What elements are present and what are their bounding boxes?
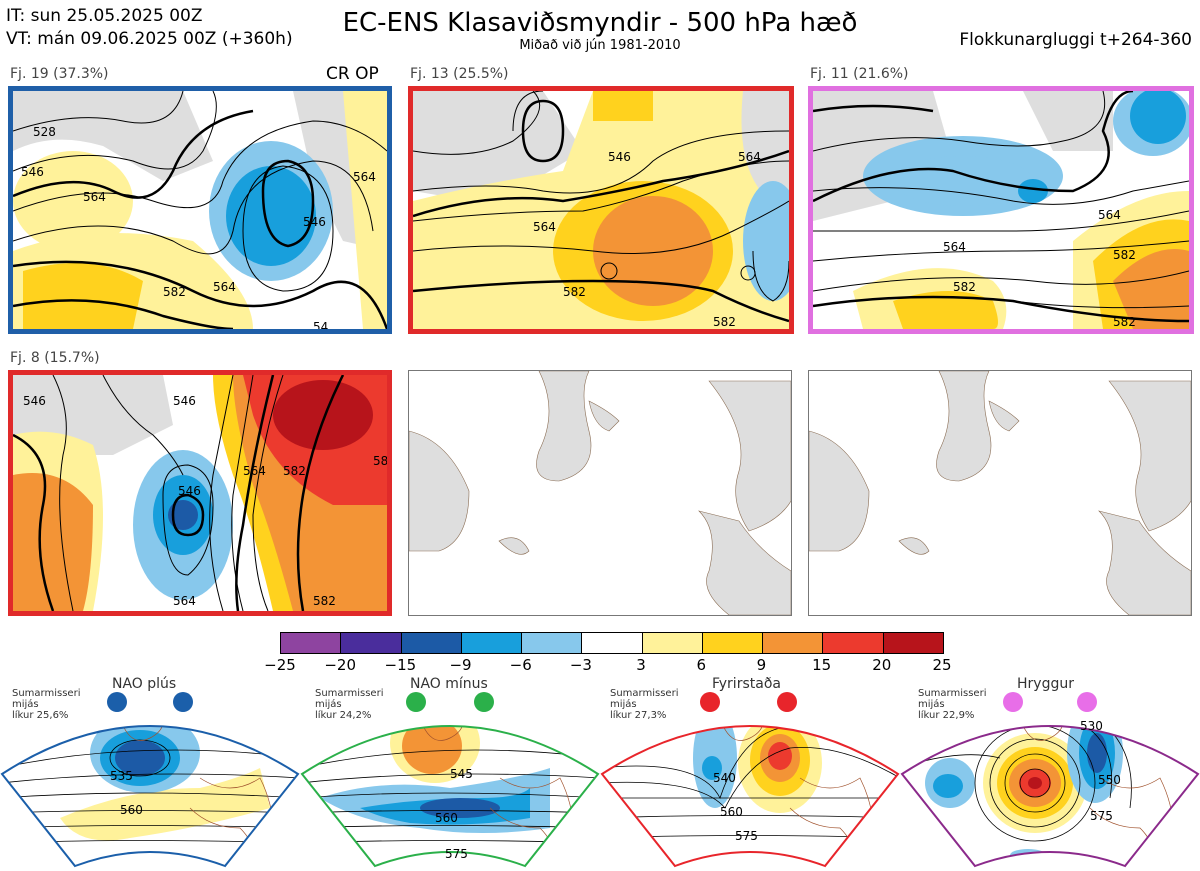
svg-text:564: 564: [173, 594, 196, 608]
regime-4-marker: [1003, 692, 1023, 712]
regime-2-name: NAO mínus: [410, 676, 488, 692]
svg-text:546: 546: [303, 215, 326, 229]
panel-1-label: Fj. 19 (37.3%): [10, 66, 109, 82]
panel-4-label: Fj. 8 (15.7%): [10, 350, 100, 366]
colorbar-segment: [642, 633, 703, 653]
regime-2-map: 545 560 575: [300, 725, 600, 868]
svg-text:582: 582: [713, 315, 736, 329]
regime-3-marker: [700, 692, 720, 712]
page-title: EC-ENS Klasaviðsmyndir - 500 hPa hæð: [342, 8, 858, 38]
svg-text:564: 564: [738, 150, 761, 164]
svg-text:564: 564: [353, 170, 376, 184]
colorbar-segment: [461, 633, 523, 653]
colorbar-segment: [522, 633, 583, 653]
svg-text:582: 582: [1113, 315, 1136, 329]
initial-time: IT: sun 25.05.2025 00Z: [6, 6, 203, 26]
svg-text:528: 528: [33, 125, 56, 139]
colorbar-segment: [582, 633, 643, 653]
regime-3-name: Fyrirstaða: [712, 676, 781, 692]
regime-2-contour: 560: [435, 811, 458, 825]
colorbar-tick-label: −3: [569, 656, 592, 674]
panel-1-badge: CR OP: [326, 64, 379, 84]
svg-text:564: 564: [1098, 208, 1121, 222]
svg-text:582: 582: [163, 285, 186, 299]
svg-text:582: 582: [953, 280, 976, 294]
svg-text:546: 546: [21, 165, 44, 179]
svg-text:582: 582: [283, 464, 306, 478]
colorbar-segment: [401, 633, 462, 653]
svg-text:546: 546: [23, 394, 46, 408]
svg-text:54: 54: [313, 320, 328, 329]
regime-3-marker: [777, 692, 797, 712]
colorbar: [280, 632, 944, 654]
regime-1-name: NAO plús: [112, 676, 177, 692]
regime-1-map: 535 560: [0, 725, 300, 868]
empty-map-5: [408, 370, 792, 616]
regime-3-season: Sumarmisseri mijás líkur 27,3%: [610, 688, 679, 721]
cluster-map-4: 546 546 564 582 582 582 546 564: [8, 370, 392, 616]
regime-4-contour: 550: [1098, 773, 1121, 787]
svg-text:582: 582: [373, 454, 387, 468]
regime-1-marker: [107, 692, 127, 712]
regime-4-marker: [1077, 692, 1097, 712]
panel-3-label: Fj. 11 (21.6%): [810, 66, 909, 82]
svg-text:582: 582: [563, 285, 586, 299]
classification-window: Flokkunargluggi t+264-360: [959, 30, 1192, 50]
regime-3-contour: 575: [735, 829, 758, 843]
colorbar-tick-label: 9: [756, 656, 767, 674]
colorbar-tick-label: 6: [696, 656, 707, 674]
colorbar-segment: [281, 633, 342, 653]
colorbar-tick-label: −9: [449, 656, 472, 674]
regime-1-contour: 535: [110, 769, 133, 783]
regime-2-marker: [474, 692, 494, 712]
colorbar-tick-label: 3: [636, 656, 646, 674]
regime-1-marker: [173, 692, 193, 712]
regime-1-season: Sumarmisseri mijás líkur 25,6%: [12, 688, 81, 721]
svg-text:582: 582: [1113, 248, 1136, 262]
cluster-map-2: 546 564 582 564 582: [408, 86, 794, 334]
cluster-map-1: 546 564 582 528 546 564 564 54: [8, 86, 392, 334]
empty-map-6: [808, 370, 1192, 616]
colorbar-tick-label: −20: [324, 656, 356, 674]
regime-2-season: Sumarmisseri mijás líkur 24,2%: [315, 688, 384, 721]
svg-text:564: 564: [213, 280, 236, 294]
colorbar-tick-label: −15: [384, 656, 417, 674]
colorbar-tick-label: 25: [932, 656, 952, 674]
colorbar-tick-label: 15: [812, 656, 832, 674]
colorbar-tick-label: 20: [872, 656, 892, 674]
regime-row: Sumarmisseri mijás líkur 25,6% NAO plús 53…: [0, 672, 1200, 871]
regime-4-contour: 575: [1090, 809, 1113, 823]
colorbar-tick-label: −25: [264, 656, 296, 674]
regime-4-name: Hryggur: [1017, 676, 1074, 692]
svg-text:564: 564: [943, 240, 966, 254]
regime-2-contour: 575: [445, 847, 468, 861]
colorbar-segment: [823, 633, 884, 653]
colorbar-segment: [763, 633, 824, 653]
cluster-map-3: 564 582 564 582 582: [808, 86, 1194, 334]
regime-3-contour: 560: [720, 805, 743, 819]
colorbar-segment: [341, 633, 402, 653]
colorbar-segment: [883, 633, 943, 653]
colorbar-segment: [702, 633, 764, 653]
svg-text:582: 582: [313, 594, 336, 608]
svg-text:546: 546: [178, 484, 201, 498]
regime-1-contour: 560: [120, 803, 143, 817]
regime-3-map: 540 560 575: [600, 725, 900, 868]
regime-3-contour: 540: [713, 771, 736, 785]
page-subtitle: Miðað við jún 1981-2010: [519, 38, 681, 53]
svg-text:564: 564: [243, 464, 266, 478]
regime-4-map: 530 550 575: [900, 719, 1200, 868]
regime-2-contour: 545: [450, 767, 473, 781]
svg-text:564: 564: [533, 220, 556, 234]
panel-2-label: Fj. 13 (25.5%): [410, 66, 509, 82]
svg-text:564: 564: [83, 190, 106, 204]
svg-text:546: 546: [608, 150, 631, 164]
regime-4-contour: 530: [1080, 719, 1103, 733]
svg-text:546: 546: [173, 394, 196, 408]
colorbar-tick-label: −6: [509, 656, 532, 674]
valid-time: VT: mán 09.06.2025 00Z (+360h): [6, 29, 293, 49]
regime-4-season: Sumarmisseri mijás líkur 22,9%: [918, 688, 987, 721]
regime-2-marker: [406, 692, 426, 712]
